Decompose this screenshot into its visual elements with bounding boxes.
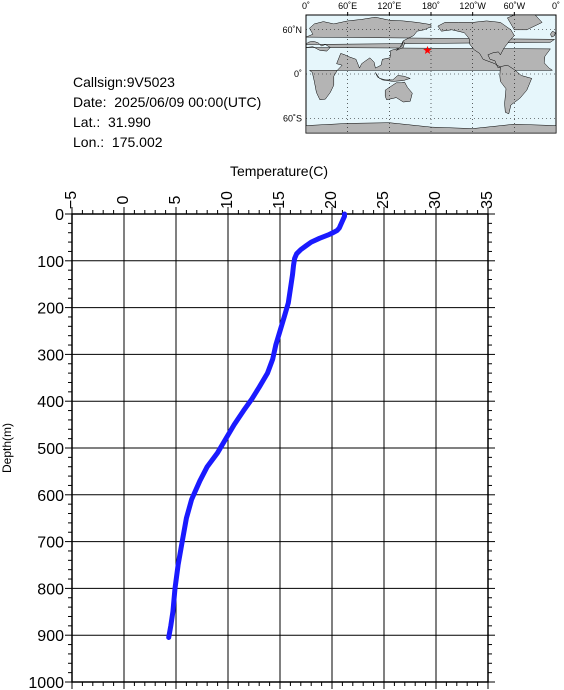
x-tick-label: 10	[219, 191, 236, 209]
data-point	[342, 214, 346, 218]
data-point	[171, 610, 175, 614]
data-point	[278, 329, 282, 333]
series-line	[166, 211, 347, 640]
map-longitude-label: 180˚	[422, 1, 440, 11]
data-point	[198, 479, 202, 483]
data-point	[216, 451, 220, 455]
map-longitude-label: 0˚	[302, 1, 310, 11]
latitude-text: Lat.: 31.990	[73, 114, 151, 130]
data-point	[274, 343, 278, 347]
location-marker-icon	[423, 45, 432, 54]
grid-lines	[72, 214, 488, 682]
x-tick-label: 25	[375, 191, 392, 209]
map-landmass	[499, 64, 533, 115]
data-point	[342, 212, 346, 216]
data-point	[340, 219, 344, 223]
map-latitude-label: 60˚N	[282, 25, 302, 35]
x-tick-label: −5	[63, 191, 80, 209]
map-landmass	[384, 81, 413, 103]
data-point	[299, 248, 303, 252]
y-axis-label: Depth(m)	[0, 423, 14, 473]
data-point	[173, 586, 177, 590]
map-longitude-label: 60˚W	[504, 1, 526, 11]
x-tick-labels: −5 0 5 10 15 20 25 30 35	[63, 191, 496, 209]
map-longitude-label: 120˚E	[377, 1, 401, 11]
y-tick-label: 700	[37, 535, 64, 552]
x-tick-label: 35	[479, 191, 496, 209]
data-point	[288, 287, 292, 291]
data-point	[266, 371, 270, 375]
y-tick-label: 600	[37, 488, 64, 505]
data-point	[295, 252, 299, 256]
y-tick-labels: 0 100 200 300 400 500 600 700 800 900 1000	[28, 207, 64, 690]
x-tick-label: 15	[271, 191, 288, 209]
data-point	[326, 233, 330, 237]
y-tick-label: 400	[37, 394, 64, 411]
plot-frame	[71, 213, 489, 683]
data-point	[224, 437, 228, 441]
data-point	[309, 240, 313, 244]
map-left-labels: 60˚N 0˚ 60˚S	[282, 25, 302, 124]
y-tick-label: 500	[37, 441, 64, 458]
date-text: Date: 2025/06/09 00:00(UTC)	[73, 94, 262, 110]
data-point	[176, 563, 180, 567]
y-tick-label: 100	[37, 254, 64, 271]
x-tick-label: 20	[323, 191, 340, 209]
data-point	[180, 540, 184, 544]
data-point	[290, 273, 294, 277]
data-point	[257, 385, 261, 389]
map-landmass	[396, 41, 405, 51]
data-point	[184, 516, 188, 520]
x-tick-label: 0	[115, 195, 132, 204]
map-longitude-label: 60˚E	[338, 1, 357, 11]
data-point	[331, 231, 335, 235]
map-longitude-label: 120˚W	[459, 1, 486, 11]
data-point	[338, 224, 342, 228]
y-tick-label: 1000	[28, 675, 64, 690]
x-axis-label: Temperature(C)	[230, 163, 328, 179]
data-point	[318, 236, 322, 240]
data-point	[271, 357, 275, 361]
location-map: 0˚ 60˚E 120˚E 180˚ 120˚W 60˚W 0˚ 60˚N 0˚ 60˚S	[282, 1, 560, 134]
y-tick-label: 900	[37, 628, 64, 645]
x-tick-label: 5	[167, 195, 184, 204]
data-point	[242, 409, 246, 413]
data-point	[232, 423, 236, 427]
map-graticule	[306, 12, 556, 133]
data-point	[169, 624, 173, 628]
map-landmass	[305, 16, 556, 101]
map-top-labels: 0˚ 60˚E 120˚E 180˚ 120˚W 60˚W 0˚	[302, 1, 560, 11]
station-info: Callsign:9V5023 Date: 2025/06/09 00:00(U…	[73, 72, 261, 152]
map-latitude-label: 0˚	[294, 69, 302, 79]
map-landmass	[437, 20, 515, 69]
y-tick-label: 0	[55, 207, 64, 224]
data-point	[282, 315, 286, 319]
data-point	[337, 226, 341, 230]
data-point	[304, 244, 308, 248]
map-landmass	[550, 30, 556, 38]
data-point	[292, 263, 296, 267]
data-point	[167, 636, 171, 640]
map-landmass	[375, 72, 411, 82]
y-tick-label: 800	[37, 581, 64, 598]
map-latitude-label: 60˚S	[283, 113, 302, 123]
y-tick-label: 200	[37, 301, 64, 318]
data-point	[286, 301, 290, 305]
x-tick-label: 30	[427, 191, 444, 209]
data-point	[335, 228, 339, 232]
data-point	[250, 397, 254, 401]
y-tick-label: 300	[37, 347, 64, 364]
map-longitude-label: 0˚	[552, 1, 560, 11]
longitude-text: Lon.: 175.002	[73, 134, 163, 150]
data-point	[190, 497, 194, 501]
data-point	[205, 465, 209, 469]
data-point	[293, 256, 297, 260]
temperature-profile-series	[166, 211, 347, 640]
callsign-text: Callsign:9V5023	[73, 74, 175, 90]
